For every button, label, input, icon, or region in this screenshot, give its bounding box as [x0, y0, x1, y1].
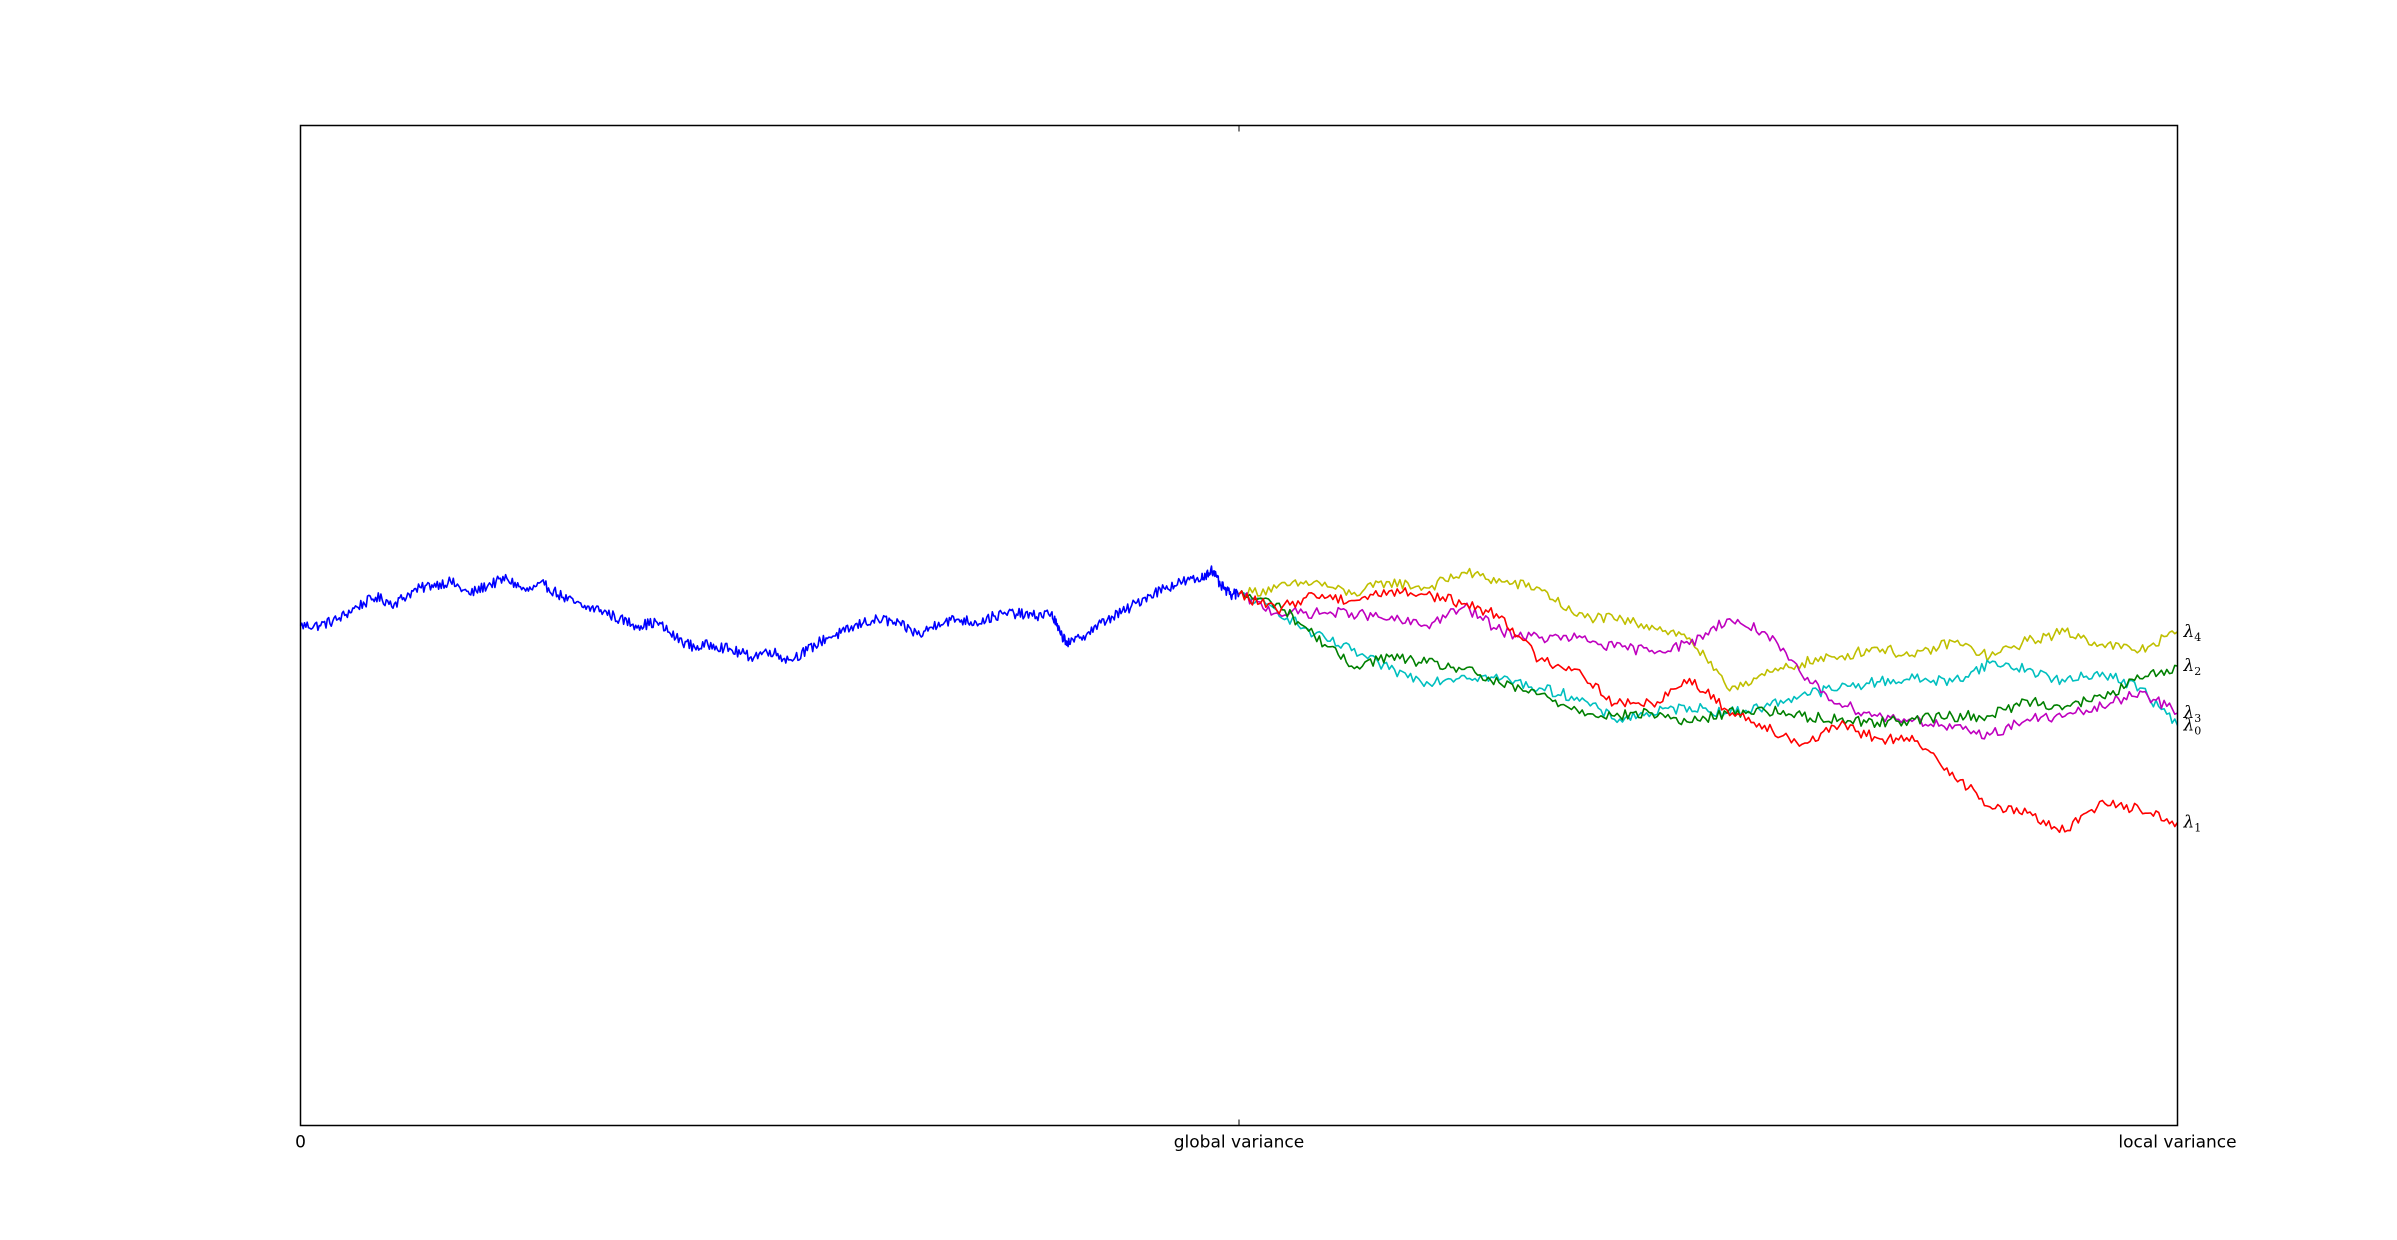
x-tick-label-2: local variance — [2118, 1133, 2236, 1153]
x-tick-label-0: 0 — [295, 1133, 306, 1153]
x-axis: 0 global variance local variance — [295, 125, 2237, 1153]
series-line-4 — [1238, 590, 2178, 728]
series-label-2: λ0 — [2183, 716, 2202, 738]
series-line-5 — [1238, 587, 2179, 834]
x-tick-label-1: global variance — [1174, 1133, 1304, 1153]
series-label-1: λ4 — [2183, 622, 2202, 644]
series-label-5: λ1 — [2183, 812, 2202, 834]
series-line-1 — [1238, 567, 2178, 692]
series-line-3 — [1238, 591, 2178, 740]
series-label-4: λ2 — [2183, 656, 2202, 678]
series-line-0 — [299, 565, 1240, 664]
series-label-3: λ3 — [2183, 703, 2202, 725]
plot-frame — [299, 124, 2179, 1127]
series-line-2 — [1238, 591, 2179, 726]
plot-lines — [299, 565, 2179, 834]
